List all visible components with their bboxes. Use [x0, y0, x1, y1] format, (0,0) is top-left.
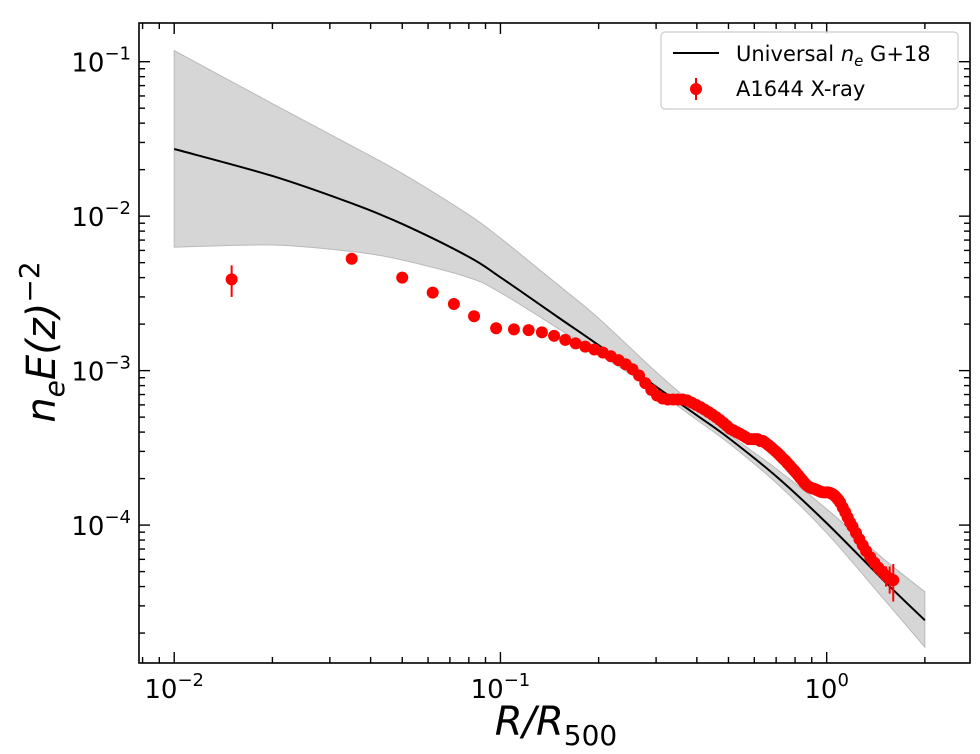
- data-point: [225, 273, 238, 286]
- legend-model-pre: Universal: [736, 42, 841, 66]
- legend-entry-xray: A1644 X-ray: [736, 77, 865, 101]
- y-tick-label-exponent: −1: [104, 44, 131, 65]
- legend-model-post: G+18: [863, 42, 930, 66]
- x-tick-label: 10−1: [471, 670, 531, 705]
- data-point: [468, 310, 481, 323]
- data-point: [579, 340, 592, 353]
- model-line-layer: [173, 148, 926, 621]
- x-tick-label-exponent: −2: [177, 670, 204, 691]
- y-axis-label-n: n: [19, 397, 65, 422]
- y-tick-label: 10−3: [71, 353, 131, 388]
- x-axis-label-subscript: 500: [564, 719, 617, 752]
- y-axis-label: neE(z)−2: [13, 261, 71, 422]
- data-point: [535, 326, 548, 339]
- x-tick-label-base: 10: [144, 675, 177, 705]
- plot-frame: [138, 22, 971, 664]
- y-tick-label-exponent: −3: [104, 353, 131, 374]
- data-point: [396, 271, 409, 284]
- x-tick-label-base: 10: [471, 675, 504, 705]
- legend: Universal ne G+18 A1644 X-ray: [660, 31, 959, 110]
- data-point: [559, 333, 572, 346]
- y-tick-label-base: 10: [71, 203, 104, 233]
- legend-box: [660, 31, 959, 110]
- y-tick-label-exponent: −2: [104, 198, 131, 219]
- data-point: [507, 323, 520, 336]
- model-line: [173, 148, 926, 621]
- data-point: [426, 286, 439, 299]
- data-point: [569, 337, 582, 350]
- data-point: [522, 324, 535, 337]
- y-tick-label-base: 10: [71, 49, 104, 79]
- y-tick-label: 10−2: [71, 198, 131, 233]
- x-tick-label-base: 10: [804, 675, 837, 705]
- y-tick-label-base: 10: [71, 512, 104, 542]
- ticks-layer: [139, 23, 970, 663]
- x-tick-label: 100: [804, 670, 849, 705]
- data-point: [490, 322, 503, 335]
- y-tick-label: 10−1: [71, 44, 131, 79]
- y-tick-label-exponent: −4: [104, 507, 131, 528]
- x-tick-label-exponent: 0: [837, 670, 848, 691]
- y-axis-label-n-subscript: e: [38, 380, 71, 397]
- data-point: [887, 574, 900, 587]
- x-tick-label: 10−2: [144, 670, 204, 705]
- x-axis-label: R/R500: [495, 699, 618, 752]
- y-tick-label: 10−4: [71, 507, 131, 542]
- y-axis-label-superscript: −2: [13, 261, 46, 302]
- y-tick-label-base: 10: [71, 358, 104, 388]
- legend-swatch-marker: [690, 83, 702, 95]
- y-axis-label-rest: E(z): [19, 303, 65, 380]
- data-point: [548, 329, 561, 342]
- legend-entry-model: Universal ne G+18: [736, 42, 931, 70]
- legend-model-n: n: [841, 42, 854, 66]
- x-tick-label-exponent: −1: [504, 670, 531, 691]
- legend-model-sub: e: [854, 52, 863, 70]
- data-point: [447, 297, 460, 310]
- data-point: [345, 252, 358, 265]
- data-points-layer: [225, 252, 900, 602]
- x-axis-label-main: R/R: [495, 699, 564, 745]
